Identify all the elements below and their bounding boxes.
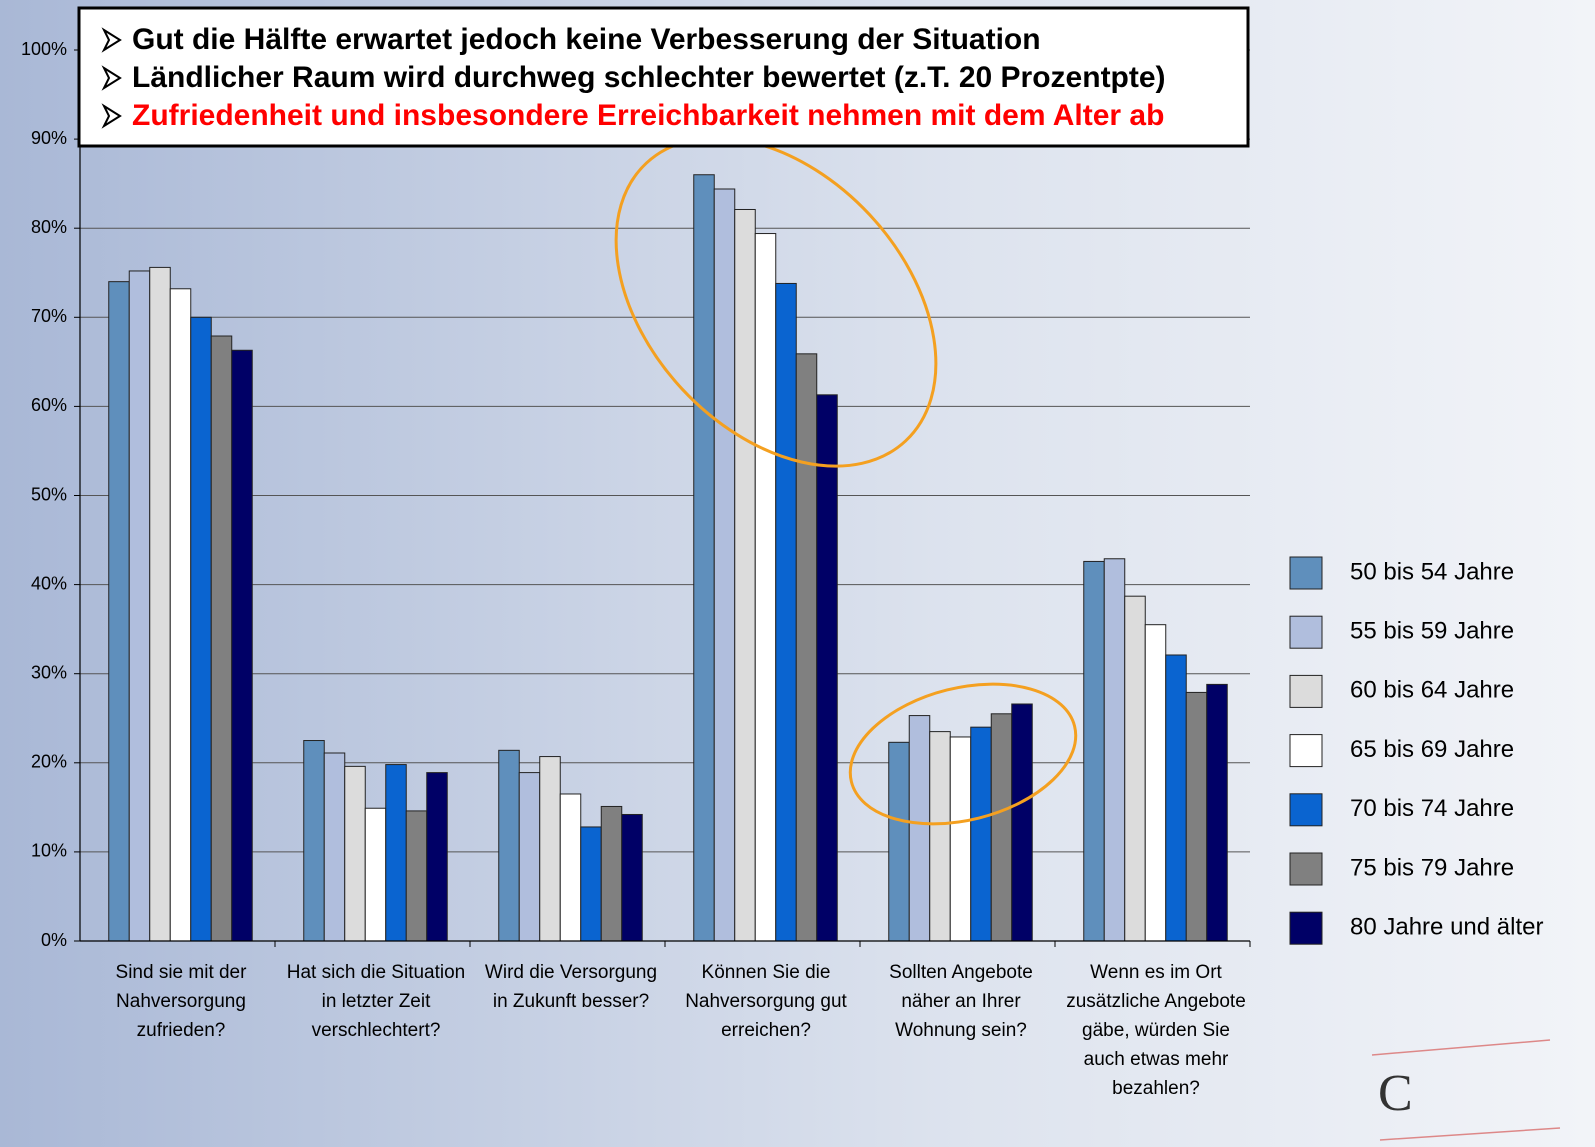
bar <box>303 740 325 942</box>
bar <box>929 731 951 942</box>
y-tick-label: 40% <box>31 573 67 593</box>
bar <box>149 266 171 942</box>
bar <box>364 807 387 942</box>
bar <box>108 281 130 942</box>
bar <box>385 764 407 942</box>
legend-label: 55 bis 59 Jahre <box>1350 618 1514 645</box>
bar <box>990 713 1013 942</box>
x-tick-label: Wird die Versorgung in Zukunft besser? <box>484 962 658 1012</box>
bar <box>323 752 346 942</box>
bar <box>600 805 623 942</box>
bar <box>1124 595 1146 942</box>
bar <box>231 349 253 942</box>
bar <box>1165 654 1187 942</box>
bar <box>970 726 992 942</box>
x-tick-label: Hat sich die Situation in letzter Zeit v… <box>286 962 466 1041</box>
y-tick-label: 90% <box>31 128 67 148</box>
bar <box>816 394 838 942</box>
y-tick-label: 0% <box>41 930 67 950</box>
legend-swatch <box>1289 734 1323 768</box>
legend-label: 70 bis 74 Jahre <box>1350 795 1514 822</box>
bar <box>426 772 448 942</box>
bar <box>559 793 582 942</box>
bar <box>405 810 428 942</box>
bar <box>1206 683 1228 942</box>
y-tick-label: 10% <box>31 841 67 861</box>
legend-swatch <box>1289 615 1323 649</box>
bar <box>908 715 931 942</box>
bar <box>190 316 212 942</box>
legend-label: 50 bis 54 Jahre <box>1350 558 1514 585</box>
bar <box>734 208 756 942</box>
bar <box>344 765 366 942</box>
bar <box>754 233 777 942</box>
x-tick-label: Sind sie mit der Nahversorgung zufrieden… <box>115 962 247 1041</box>
y-tick-label: 30% <box>31 662 67 682</box>
legend-label: 65 bis 69 Jahre <box>1350 736 1514 763</box>
bar <box>580 826 602 942</box>
legend-swatch <box>1289 852 1323 886</box>
legend-swatch <box>1289 674 1323 708</box>
x-tick-label: Können Sie die Nahversorgung gut erreich… <box>685 962 847 1041</box>
legend-label: 80 Jahre und älter <box>1350 914 1543 941</box>
bar <box>795 353 818 942</box>
bar <box>621 813 643 942</box>
legend-label: 60 bis 64 Jahre <box>1350 677 1514 704</box>
bar <box>1103 558 1126 942</box>
legend-swatch <box>1289 793 1323 827</box>
message-box <box>77 6 1250 148</box>
bar <box>498 749 520 942</box>
bullet-text: Ländlicher Raum wird durchweg schlechter… <box>132 61 1166 94</box>
bullet-text: Gut die Hälfte erwartet jedoch keine Ver… <box>132 23 1041 56</box>
bar <box>1185 691 1208 942</box>
legend-swatch <box>1289 911 1323 945</box>
logo-swoosh <box>1371 1039 1561 1141</box>
logo-c: C <box>1378 1065 1413 1122</box>
highlight-ellipse <box>848 682 1078 826</box>
y-tick-label: 60% <box>31 395 67 415</box>
bar <box>1144 624 1167 942</box>
bar <box>210 335 233 942</box>
legend-label: 75 bis 79 Jahre <box>1350 854 1514 881</box>
bar <box>1011 703 1033 942</box>
bar <box>1083 560 1105 942</box>
legend-swatch <box>1289 556 1323 590</box>
x-tick-label: Wenn es im Ort zusätzliche Angebote gäbe… <box>1066 962 1246 1099</box>
bar <box>949 736 972 942</box>
highlight-ellipse <box>614 136 938 468</box>
y-tick-label: 70% <box>31 306 67 326</box>
bar <box>693 174 715 942</box>
y-tick-label: 80% <box>31 217 67 237</box>
bar <box>169 288 192 942</box>
y-tick-label: 50% <box>31 484 67 504</box>
y-tick-label: 100% <box>21 39 67 59</box>
bar <box>888 741 910 942</box>
bar <box>539 756 561 942</box>
bar <box>128 270 151 942</box>
bar <box>775 282 797 942</box>
bullet-text: Zufriedenheit und insbesondere Erreichba… <box>132 99 1165 132</box>
bar <box>713 188 736 942</box>
bar <box>518 772 541 942</box>
bullet-arrows <box>101 27 122 129</box>
x-tick-label: Sollten Angebote näher an Ihrer Wohnung … <box>889 962 1033 1041</box>
y-tick-label: 20% <box>31 752 67 772</box>
